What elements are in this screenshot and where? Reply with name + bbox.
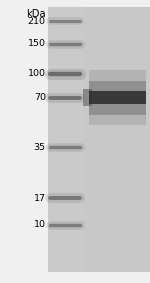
Bar (48, 7, 82, 272)
Text: kDa: kDa (26, 9, 46, 19)
Bar (48, 7, 150, 272)
Text: 100: 100 (28, 69, 46, 78)
Text: 17: 17 (34, 194, 46, 203)
Text: 210: 210 (28, 17, 46, 26)
Text: 10: 10 (34, 220, 46, 230)
Text: 70: 70 (34, 93, 46, 102)
Bar (89, 70, 146, 125)
Text: 150: 150 (28, 39, 46, 48)
Bar (89, 81, 146, 115)
Bar (89, 91, 146, 104)
Bar (83, 89, 92, 106)
Text: 35: 35 (34, 143, 46, 152)
